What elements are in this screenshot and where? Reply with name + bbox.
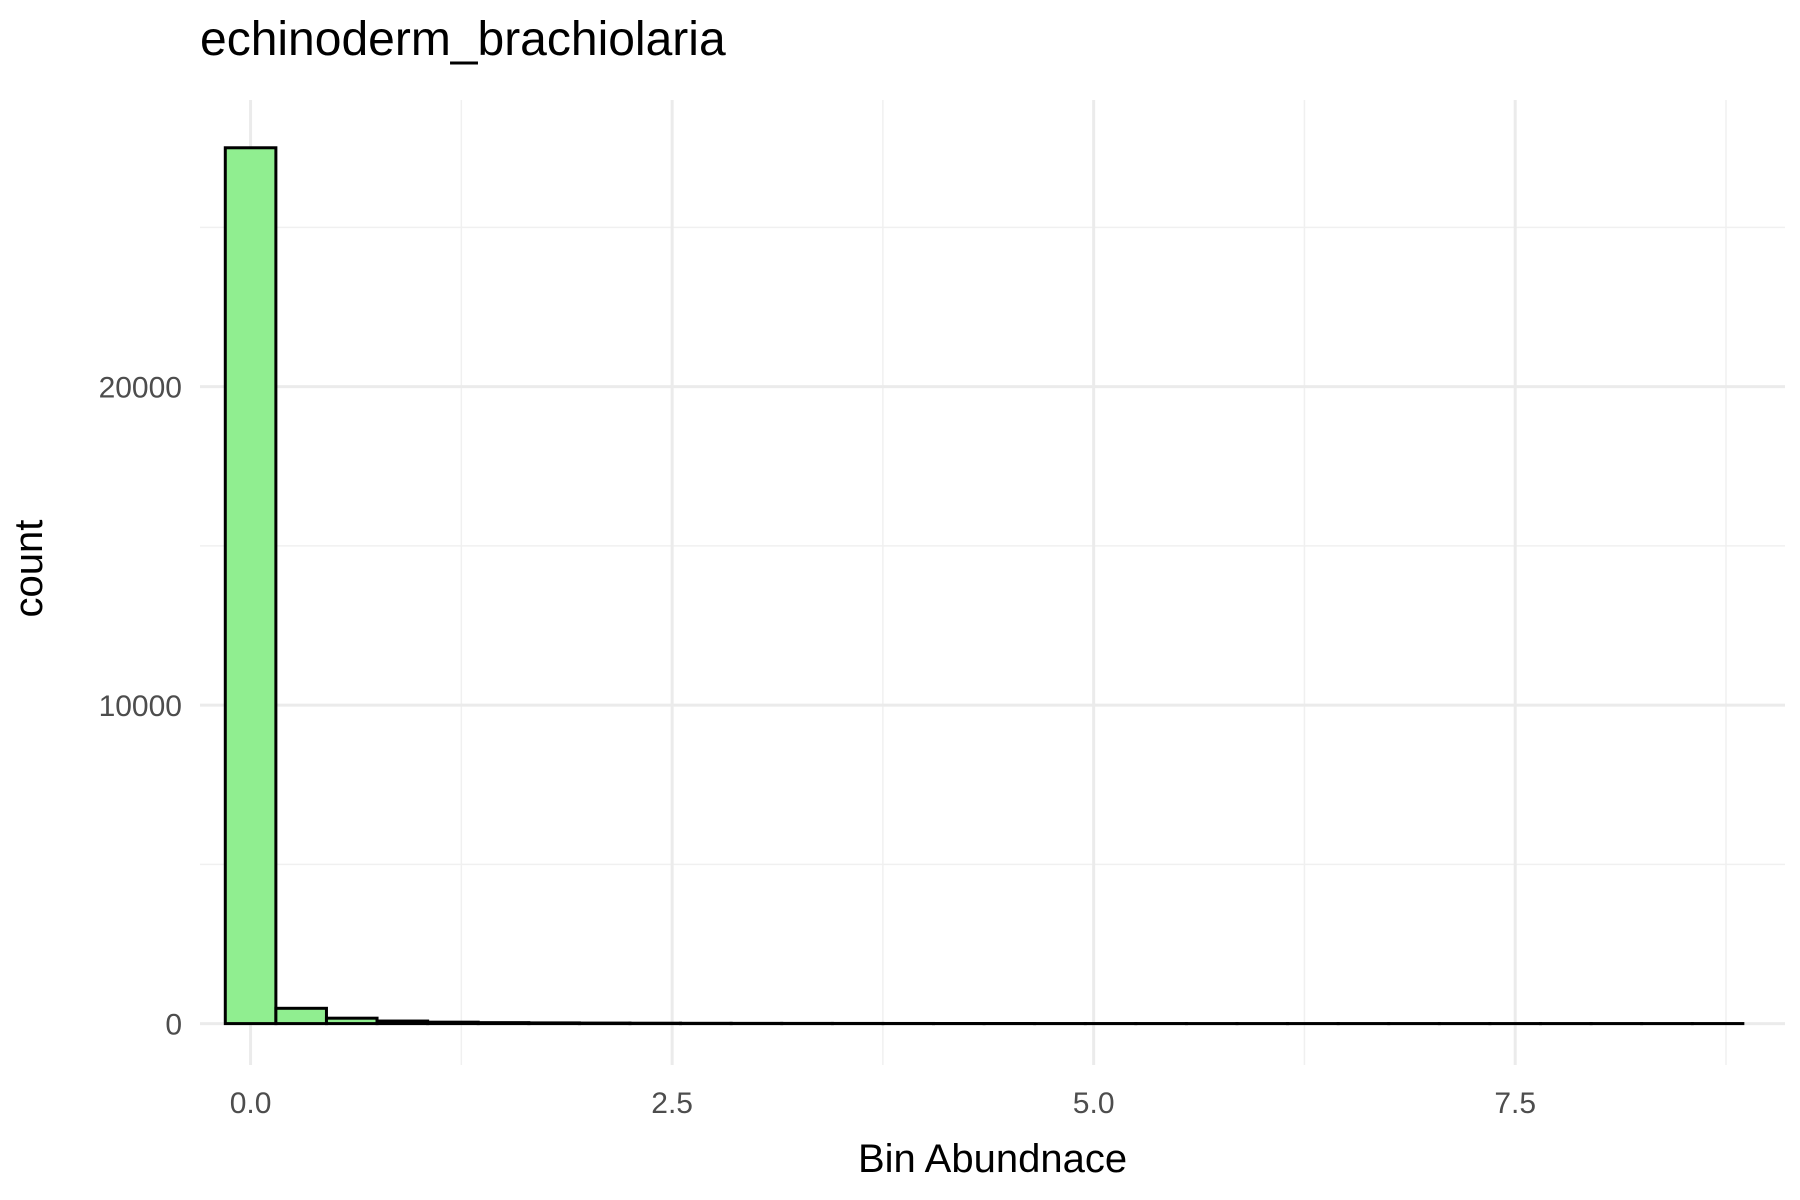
x-tick-label: 2.5 [651,1087,693,1120]
x-tick-label: 5.0 [1073,1087,1115,1120]
chart-title: echinoderm_brachiolaria [200,13,726,66]
grid-lines [200,100,1785,1065]
histogram-bar [426,1020,480,1026]
histogram-bar [223,146,278,1026]
histogram-bars [223,146,1745,1026]
y-axis-label: count [7,520,51,618]
x-axis-label: Bin Abundnace [858,1137,1127,1181]
y-tick-label: 10000 [99,690,182,723]
x-tick-label: 7.5 [1494,1087,1536,1120]
histogram-bar [476,1021,531,1026]
histogram-bar [375,1019,430,1026]
histogram-bar [577,1021,632,1026]
histogram-bar [527,1021,581,1026]
histogram-bar [324,1016,379,1026]
x-tick-label: 0.0 [230,1087,272,1120]
y-tick-label: 0 [165,1009,182,1042]
histogram-bar [274,1006,328,1026]
x-axis-ticks: 0.0 2.5 5.0 7.5 [230,1087,1536,1120]
y-tick-label: 20000 [99,372,182,405]
y-axis-ticks: 0 10000 20000 [99,372,182,1042]
